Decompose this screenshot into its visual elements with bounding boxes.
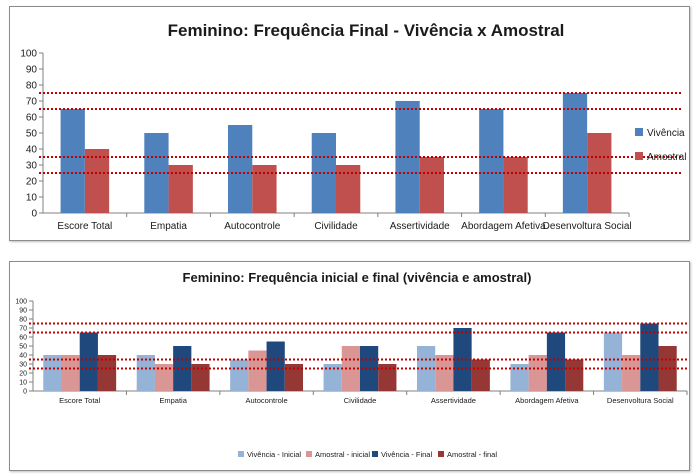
x-tick-label: Desenvoltura Social <box>607 396 674 405</box>
bar <box>60 109 85 213</box>
bar <box>61 355 80 391</box>
bar <box>435 355 454 391</box>
y-tick-label: 60 <box>26 113 38 124</box>
bar <box>479 109 504 213</box>
y-tick-label: 10 <box>19 379 27 386</box>
x-tick-label: Escore Total <box>59 396 100 405</box>
y-tick-label: 0 <box>31 209 37 220</box>
y-tick-label: 50 <box>19 343 27 350</box>
bar <box>79 332 98 391</box>
legend-swatch <box>306 451 312 457</box>
legend-entry: Amostral - final <box>447 450 497 459</box>
bar <box>230 359 249 391</box>
chart-title: Feminino: Frequência Final - Vivência x … <box>168 21 565 40</box>
legend-swatch <box>635 128 643 136</box>
bar <box>562 93 588 213</box>
bar <box>503 157 528 213</box>
legend-swatch <box>438 451 444 457</box>
x-tick-label: Desenvoltura Social <box>543 221 632 232</box>
legend-swatch <box>238 451 244 457</box>
bar <box>528 355 547 391</box>
legend-entry: Amostral - inicial <box>315 450 370 459</box>
x-tick-label: Abordagem Afetiva <box>515 396 579 405</box>
legend-entry: Vivência - Inicial <box>247 450 301 459</box>
y-tick-label: 10 <box>26 193 38 204</box>
bar <box>658 346 677 391</box>
y-tick-label: 20 <box>26 177 38 188</box>
y-tick-label: 0 <box>23 388 27 395</box>
bar <box>603 332 623 391</box>
bar <box>471 359 490 391</box>
legend-entry: Vivência - Final <box>381 450 432 459</box>
bar <box>640 323 659 391</box>
bar <box>546 332 566 391</box>
x-tick-label: Autocontrole <box>224 221 281 232</box>
chart-title: Feminino: Frequência inicial e final (vi… <box>183 270 532 285</box>
legend-entry: Vivência <box>647 128 685 139</box>
legend-swatch <box>635 152 643 160</box>
bar <box>43 355 62 391</box>
bar <box>191 364 210 391</box>
y-tick-label: 100 <box>15 298 27 305</box>
y-tick-label: 40 <box>19 352 27 359</box>
x-tick-label: Empatia <box>150 221 187 232</box>
chart-initial-final-svg: Feminino: Frequência inicial e final (vi… <box>15 270 688 459</box>
y-tick-label: 80 <box>19 316 27 323</box>
y-tick-label: 80 <box>26 81 38 92</box>
bar <box>84 149 110 213</box>
x-tick-label: Empatia <box>159 396 187 405</box>
bar <box>154 364 174 391</box>
y-tick-label: 90 <box>26 65 38 76</box>
bar <box>323 364 342 391</box>
y-tick-label: 20 <box>19 370 27 377</box>
bar <box>565 359 584 391</box>
y-tick-label: 40 <box>26 145 38 156</box>
legend-swatch <box>372 451 378 457</box>
chart-final-svg: Feminino: Frequência Final - Vivência x … <box>20 21 686 232</box>
x-tick-label: Escore Total <box>57 221 112 232</box>
x-tick-label: Civilidade <box>314 221 358 232</box>
bar <box>378 364 397 391</box>
x-tick-label: Abordagem Afetiva <box>461 221 546 232</box>
bar <box>136 355 155 391</box>
y-tick-label: 30 <box>19 361 27 368</box>
legend-entry: Amostral <box>647 152 686 163</box>
x-tick-label: Autocontrole <box>246 396 288 405</box>
chart-panel-final: Feminino: Frequência Final - Vivência x … <box>9 6 690 241</box>
y-tick-label: 30 <box>26 161 38 172</box>
x-tick-label: Assertividade <box>390 221 450 232</box>
y-tick-label: 60 <box>19 334 27 341</box>
bar <box>419 157 444 213</box>
y-tick-label: 70 <box>26 97 38 108</box>
y-tick-label: 50 <box>26 129 38 140</box>
bar <box>266 341 285 391</box>
y-tick-label: 70 <box>19 325 27 332</box>
bar <box>248 350 267 391</box>
chart-panel-initial-final: Feminino: Frequência inicial e final (vi… <box>9 261 690 471</box>
bar <box>510 364 529 391</box>
y-tick-label: 90 <box>19 307 27 314</box>
y-tick-label: 100 <box>20 49 37 60</box>
bar <box>97 355 117 391</box>
bar <box>284 364 304 391</box>
bar <box>228 125 253 213</box>
x-tick-label: Civilidade <box>344 396 377 405</box>
bar <box>622 355 641 391</box>
x-tick-label: Assertividade <box>431 396 476 405</box>
